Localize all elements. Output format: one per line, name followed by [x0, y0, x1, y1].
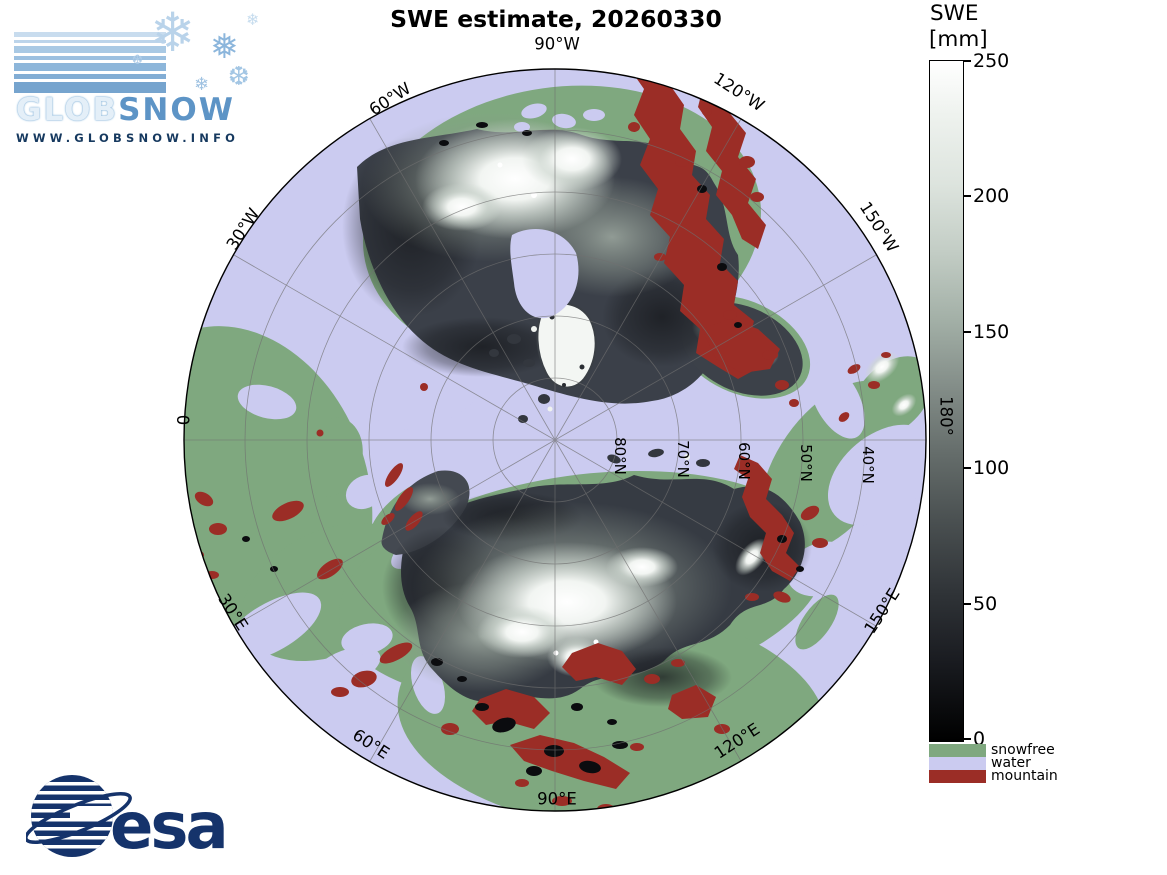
globsnow-logo: ❄ ❅ ❆ ❄ ❄ ❆ GLOBSNOW WWW.GLOBSNOW.INFO [14, 1, 266, 148]
longitude-label-0: 0 [174, 414, 194, 426]
colorbar-tick [963, 603, 971, 605]
latitude-label-60n: 60°N [735, 442, 753, 480]
figure-title: SWE estimate, 20260330 [390, 5, 722, 33]
longitude-label-90e: 90°E [537, 789, 577, 809]
longitude-label-180: 180° [936, 396, 956, 436]
globsnow-stripes-graphic [14, 32, 166, 96]
great-lakes [552, 113, 576, 129]
colorbar-title: SWE [930, 1, 979, 26]
colorbar-tick-label: 150 [973, 321, 1010, 343]
inland-water [510, 103, 605, 319]
snowflake-icon: ❄ [246, 10, 260, 29]
legend-label-water: water [991, 755, 1031, 771]
colorbar [929, 60, 964, 742]
colorbar-tick-label: 50 [973, 593, 998, 615]
colorbar-units: [mm] [929, 27, 988, 52]
globsnow-wordmark-glob: GLOB [16, 92, 119, 128]
colorbar-tick [963, 195, 971, 197]
globsnow-wordmark-snow: SNOW [118, 92, 235, 128]
colorbar-tick-label: 200 [973, 185, 1010, 207]
swe-map [183, 68, 927, 812]
colorbar-tick-label: 100 [973, 457, 1010, 479]
colorbar-tick [963, 331, 971, 333]
esa-logo: esa [24, 766, 231, 866]
longitude-label-90w: 90°W [534, 34, 580, 54]
arctic-island-speckles [489, 326, 710, 467]
graticule [184, 69, 926, 811]
legend-label-mountain: mountain [991, 768, 1058, 784]
great-lakes [521, 103, 547, 119]
snowflake-icon: ❆ [228, 62, 250, 92]
legend-label-snowfree: snowfree [991, 742, 1055, 758]
colorbar-tick [963, 60, 971, 62]
legend-swatch-snowfree [929, 744, 986, 757]
esa-globe-icon [24, 775, 132, 857]
snowflake-icon: ❄ [194, 74, 210, 95]
colorbar-tick-label: 250 [973, 50, 1010, 72]
legend-swatch-water [929, 757, 986, 770]
latitude-label-70n: 70°N [674, 440, 692, 478]
snowflake-icon: ❄ [150, 1, 196, 64]
latitude-label-50n: 50°N [797, 444, 815, 482]
hudson-bay [510, 229, 579, 319]
globsnow-website: WWW.GLOBSNOW.INFO [16, 131, 240, 145]
legend-swatch-mountain [929, 770, 986, 783]
latitude-label-80n: 80°N [611, 437, 629, 475]
map-outline [183, 68, 927, 812]
esa-wordmark: esa [110, 790, 226, 864]
snowflake-icon: ❆ [132, 53, 143, 68]
colorbar-tick [963, 738, 971, 740]
snowflake-icon: ❅ [210, 27, 239, 67]
black-mask-speckles [242, 122, 804, 776]
great-lakes [583, 109, 605, 121]
latitude-label-40n: 40°N [859, 446, 877, 484]
globsnow-wordmark: GLOBSNOW [16, 92, 235, 128]
colorbar-tick [963, 467, 971, 469]
